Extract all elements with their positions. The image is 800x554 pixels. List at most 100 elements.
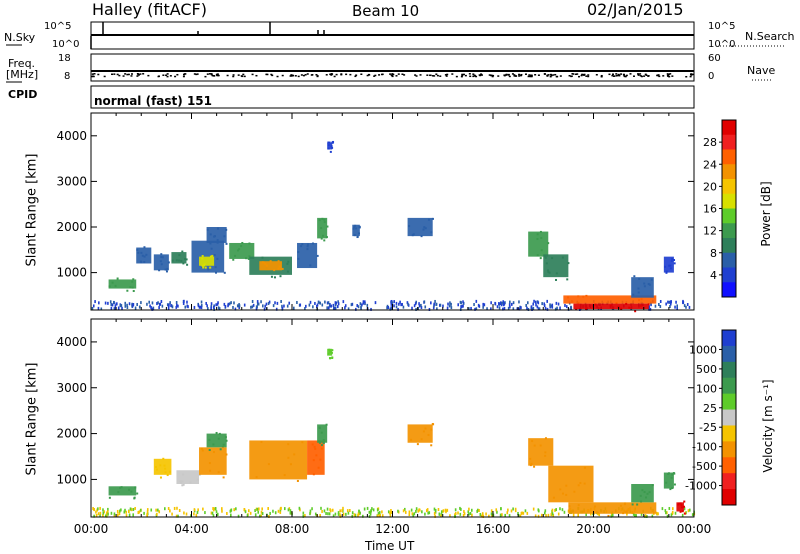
power-patch-speck [311, 242, 314, 245]
power-speckle [151, 301, 154, 305]
power-speckle [183, 299, 185, 303]
power-patch-speck [555, 272, 558, 275]
power-patch-3 [171, 252, 187, 264]
nave-dot [91, 75, 94, 78]
nave-dot [578, 75, 581, 78]
velocity-patch-speck [552, 496, 555, 499]
velocity-speckle [490, 512, 493, 516]
nave-dot [176, 73, 179, 76]
power-speckle [649, 307, 652, 311]
nave-dot [549, 73, 552, 76]
nave-dot [515, 75, 518, 77]
power-patch-speck [277, 260, 280, 263]
nave-tick-top: 60 [708, 53, 721, 64]
velocity-patch-13 [631, 484, 654, 503]
power-speckle [401, 302, 403, 306]
nave-dot [292, 74, 295, 77]
power-patch-speck [353, 226, 356, 229]
velocity-colorbar-label: Velocity [m s⁻¹] [761, 379, 775, 473]
velocity-patch-speck [317, 466, 320, 469]
velocity-patch-speck [561, 492, 564, 495]
velocity-speckle [123, 510, 126, 514]
power-speckle [650, 303, 652, 307]
power-speckle [406, 301, 409, 305]
velocity-patch-speck [683, 500, 686, 503]
nave-dot [139, 73, 142, 75]
power-speckle [518, 300, 520, 304]
power-speckle [478, 304, 481, 308]
power-speckle [274, 301, 276, 305]
power-speckle [305, 304, 307, 308]
velocity-patch-speck [181, 480, 184, 483]
power-speckle [251, 305, 254, 309]
velocity-patch-speck [430, 428, 433, 431]
power-patch-speck [286, 262, 289, 265]
power-patch-speck [171, 259, 174, 262]
velocity-patch-speck [579, 481, 582, 484]
nave-dot [554, 73, 557, 76]
velocity-speckle [257, 510, 260, 514]
power-speckle [200, 304, 203, 308]
nave-dot [689, 73, 692, 76]
power-patch-speck [213, 235, 216, 238]
velocity-patch-speck [159, 464, 162, 467]
power-speckle [224, 305, 227, 309]
velocity-speckle [309, 509, 312, 513]
power-speckle [532, 306, 535, 310]
velocity-colorbar-cell-1 [722, 345, 736, 363]
power-speckle [442, 304, 444, 308]
power-speckle [450, 302, 452, 306]
velocity-speckle [183, 511, 185, 515]
nave-dot [575, 73, 578, 76]
velocity-speckle [358, 509, 360, 513]
velocity-speckle [354, 513, 357, 517]
power-speckle [360, 306, 362, 310]
velocity-speckle [417, 509, 420, 513]
velocity-patch-speck [623, 503, 626, 506]
velocity-speckle [116, 513, 119, 517]
nave-dot [444, 74, 447, 76]
velocity-speckle [449, 514, 451, 518]
power-patch-speck [160, 263, 163, 266]
power-colorbar-cell-2 [722, 149, 736, 165]
velocity-patch-speck [312, 459, 315, 462]
power-speckle [107, 301, 109, 305]
power-colorbar-label-6: 4 [710, 269, 717, 282]
nave-dot [162, 74, 165, 76]
power-speckle [114, 304, 117, 308]
velocity-colorbar-cell-4 [722, 393, 736, 411]
nave-dot [637, 74, 640, 76]
power-speckle [546, 299, 548, 303]
power-speckle [94, 300, 96, 304]
freq-label-line2: [MHz] [6, 68, 39, 81]
velocity-speckle [457, 511, 459, 515]
nave-dot [555, 75, 558, 78]
velocity-speckle [309, 512, 311, 516]
velocity-speckle [500, 507, 502, 511]
velocity-speckle [408, 510, 411, 514]
velocity-patch-speck [679, 510, 682, 513]
power-patch-speck [247, 257, 250, 260]
power-patch-speck [547, 270, 550, 273]
nave-dot [662, 75, 665, 77]
power-speckle [218, 307, 221, 311]
power-speckle [538, 307, 541, 311]
power-speckle [557, 302, 560, 306]
power-speckle [326, 301, 329, 305]
velocity-patch-speck [329, 351, 332, 354]
velocity-speckle [526, 511, 529, 515]
nave-dot [587, 74, 590, 76]
power-speckle [415, 307, 417, 311]
velocity-patch-6 [307, 440, 325, 475]
nave-dot [623, 75, 626, 78]
velocity-speckle [288, 507, 291, 511]
power-speckle [260, 300, 262, 304]
power-speckle [428, 307, 431, 311]
power-speckle [486, 307, 488, 311]
velocity-speckle [287, 508, 290, 512]
power-patch-speck [175, 259, 178, 262]
velocity-speckle [304, 514, 306, 518]
velocity-speckle [99, 506, 101, 510]
power-patch-speck [210, 247, 213, 250]
velocity-speckle [368, 514, 371, 518]
